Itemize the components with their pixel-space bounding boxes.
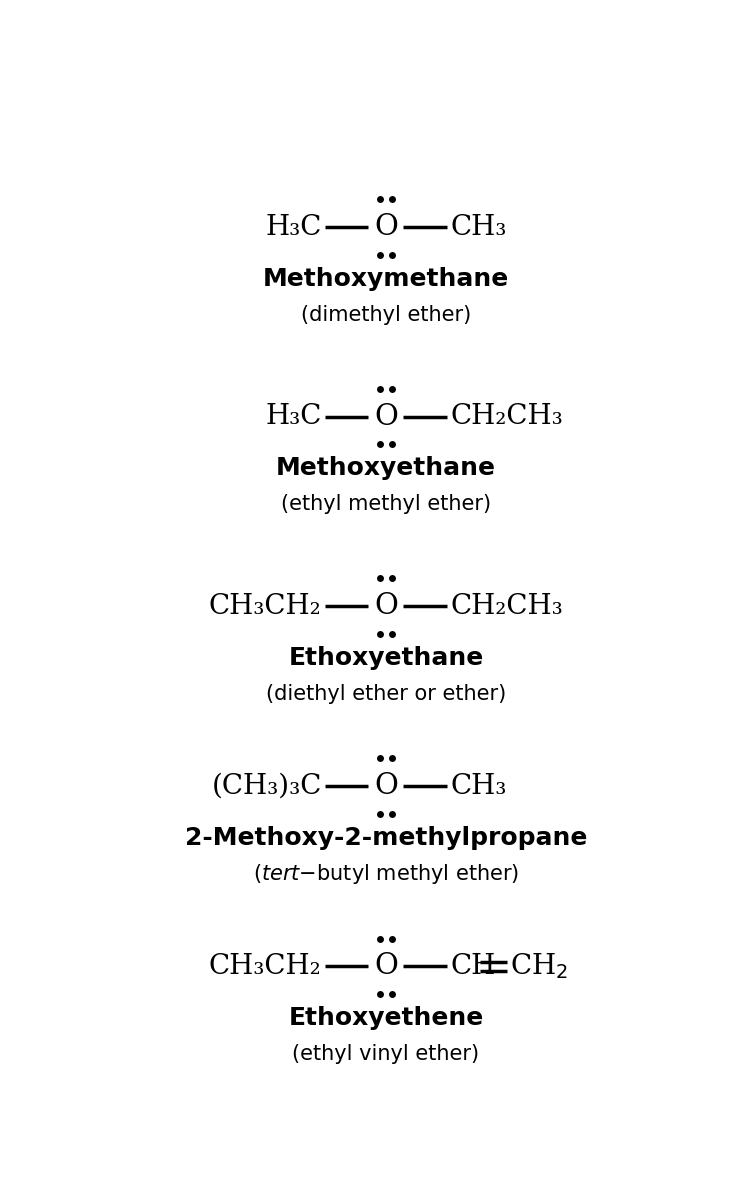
Text: 2-Methoxy-2-methylpropane: 2-Methoxy-2-methylpropane <box>184 826 587 850</box>
Text: CH₃CH₂: CH₃CH₂ <box>209 593 322 619</box>
Text: O: O <box>374 953 398 980</box>
Text: CH₂CH₃: CH₂CH₃ <box>450 403 562 430</box>
Text: (CH₃)₃C: (CH₃)₃C <box>212 773 322 799</box>
Text: H₃C: H₃C <box>265 214 322 241</box>
Text: CH₃: CH₃ <box>450 214 507 241</box>
Text: H₃C: H₃C <box>265 403 322 430</box>
Text: (ethyl methyl ether): (ethyl methyl ether) <box>281 494 491 515</box>
Text: O: O <box>374 772 398 800</box>
Text: Methoxyethane: Methoxyethane <box>276 456 496 480</box>
Text: Ethoxyethene: Ethoxyethene <box>288 1006 483 1030</box>
Text: CH₃: CH₃ <box>450 773 507 799</box>
Text: CH$_2$: CH$_2$ <box>511 952 569 982</box>
Text: CH₂CH₃: CH₂CH₃ <box>450 593 562 619</box>
Text: O: O <box>374 592 398 620</box>
Text: (ethyl vinyl ether): (ethyl vinyl ether) <box>292 1044 480 1064</box>
Text: O: O <box>374 214 398 241</box>
Text: CH₃CH₂: CH₃CH₂ <box>209 953 322 980</box>
Text: ($\it{tert}$$-$butyl methyl ether): ($\it{tert}$$-$butyl methyl ether) <box>253 862 519 886</box>
Text: (diethyl ether or ether): (diethyl ether or ether) <box>266 684 506 703</box>
Text: Ethoxyethane: Ethoxyethane <box>288 646 483 670</box>
Text: O: O <box>374 402 398 431</box>
Text: CH: CH <box>450 953 495 980</box>
Text: (dimethyl ether): (dimethyl ether) <box>300 305 471 325</box>
Text: Methoxymethane: Methoxymethane <box>263 266 509 290</box>
